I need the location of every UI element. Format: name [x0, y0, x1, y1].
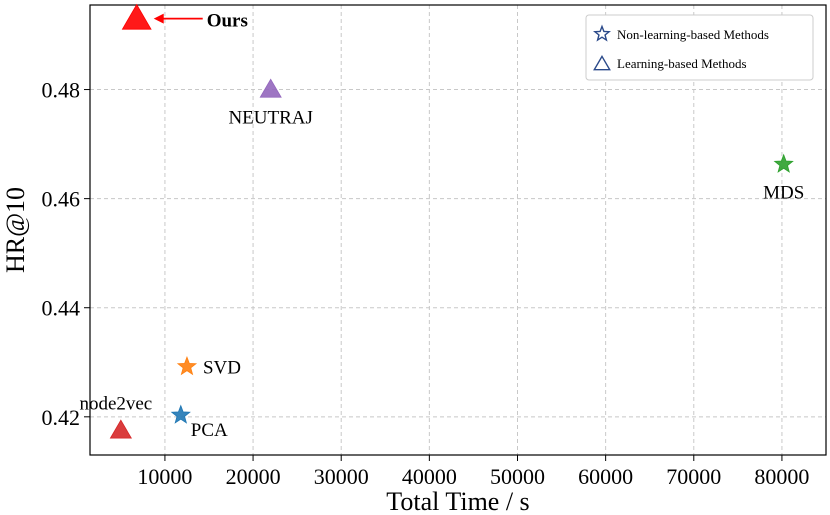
ours-arrow-head [153, 13, 164, 24]
point-label-pca: PCA [191, 420, 228, 441]
point-label-ours: Ours [207, 11, 248, 32]
legend-entry-learning: Learning-based Methods [617, 56, 747, 71]
x-tick-label: 60000 [578, 464, 633, 489]
legend-star-icon [593, 24, 611, 42]
y-tick-label: 0.44 [42, 296, 81, 321]
point-labels: Ours NEUTRAJ MDS SVD PCA node2vec [79, 11, 804, 442]
point-label-svd: SVD [203, 358, 241, 379]
grid-lines [90, 5, 826, 455]
point-neutraj [259, 78, 282, 98]
legend-triangle-icon [593, 55, 611, 71]
x-tick-label: 20000 [226, 464, 281, 489]
x-tick-label: 30000 [314, 464, 369, 489]
y-tick-label: 0.48 [42, 78, 81, 103]
y-tick-label: 0.46 [42, 187, 81, 212]
x-tick-label: 10000 [137, 464, 192, 489]
x-tick-label: 80000 [754, 464, 809, 489]
y-tick-label: 0.42 [42, 405, 81, 430]
point-pca [170, 404, 191, 424]
x-tick-label: 40000 [402, 464, 457, 489]
axis-ticks: 10000 20000 30000 40000 50000 60000 70000 80000… [42, 78, 810, 489]
legend-box [585, 14, 814, 81]
legend-entry-non-learning: Non-learning-based Methods [617, 27, 769, 42]
point-label-node2vec: node2vec [79, 393, 152, 414]
point-label-neutraj: NEUTRAJ [228, 108, 312, 129]
x-tick-label: 50000 [490, 464, 545, 489]
legend: Non-learning-based Methods Learning-base… [585, 14, 814, 81]
point-svd [176, 356, 198, 376]
data-points [109, 3, 794, 439]
plot-frame [89, 4, 827, 456]
point-mds [773, 153, 794, 173]
x-axis-title: Total Time / s [386, 487, 529, 515]
point-label-mds: MDS [763, 182, 804, 203]
point-node2vec [109, 419, 132, 439]
y-axis-title: HR@10 [1, 187, 30, 273]
point-ours [121, 3, 152, 30]
x-tick-label: 70000 [666, 464, 721, 489]
